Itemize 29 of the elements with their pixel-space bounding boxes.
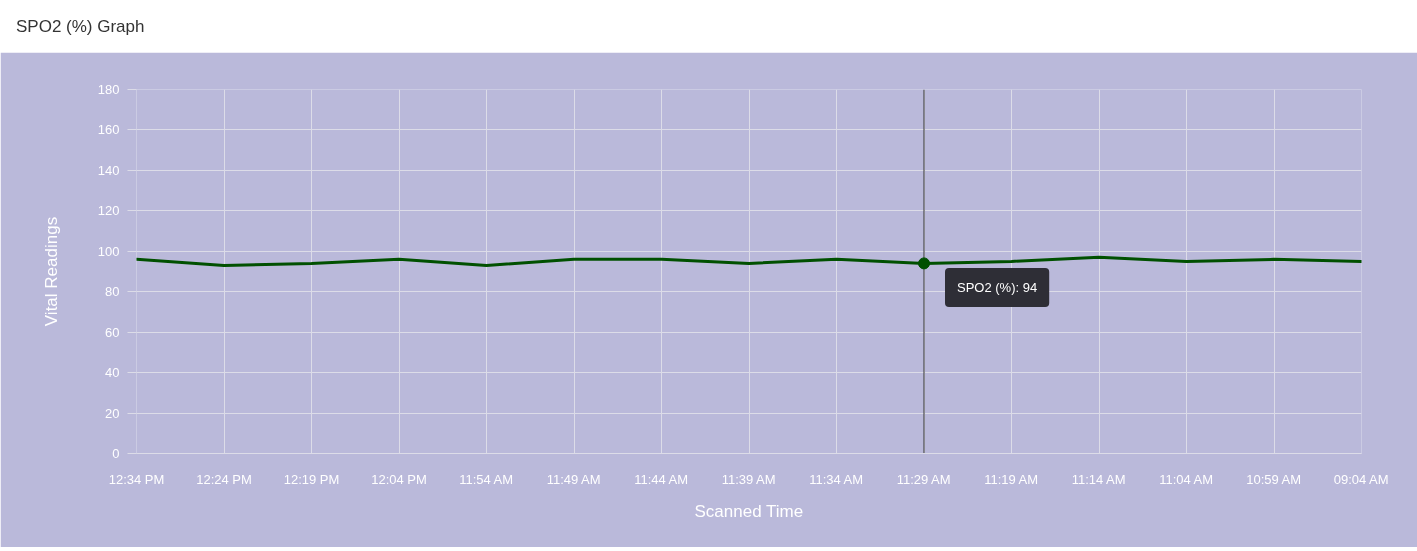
y-tick-label: 180 bbox=[97, 82, 120, 97]
x-tick-label: 11:04 AM bbox=[1159, 471, 1214, 487]
x-tick-label: 12:24 PM bbox=[196, 471, 252, 487]
x-tick-label: 11:49 AM bbox=[546, 471, 601, 487]
y-tick-label: 80 bbox=[105, 284, 120, 300]
y-tick-label: 0 bbox=[112, 446, 120, 461]
x-tick-label: 12:19 PM bbox=[283, 471, 340, 487]
y-axis-title: Vital Readings bbox=[41, 216, 61, 327]
x-axis-title: Scanned Time bbox=[694, 501, 804, 521]
x-tick-label: 10:59 AM bbox=[1246, 471, 1302, 487]
x-tick-label: 11:29 AM bbox=[896, 471, 951, 487]
x-tick-label: 09:04 AM bbox=[1333, 471, 1389, 487]
annotation: SPO2 (%): 94 bbox=[957, 279, 1038, 295]
x-tick-label: 11:19 AM bbox=[984, 471, 1039, 487]
y-tick-label: 60 bbox=[105, 324, 120, 340]
x-tick-label: 11:44 AM bbox=[634, 471, 689, 487]
x-tick-label: 11:34 AM bbox=[809, 471, 864, 487]
x-tick-label: 11:54 AM bbox=[459, 471, 514, 487]
y-tick-label: 40 bbox=[105, 365, 120, 381]
y-tick-label: 120 bbox=[97, 203, 120, 219]
x-tick-label: 12:34 PM bbox=[108, 471, 165, 487]
y-tick-label: 160 bbox=[97, 122, 120, 138]
x-tick-label: 11:39 AM bbox=[721, 471, 776, 487]
chart-title: SPO2 (%) Graph bbox=[16, 16, 145, 38]
x-tick-label: 12:04 PM bbox=[371, 471, 427, 487]
y-tick-label: 140 bbox=[97, 162, 120, 178]
y-tick-label: 20 bbox=[105, 405, 120, 421]
x-tick-label: 11:14 AM bbox=[1071, 471, 1126, 487]
y-tick-label: 100 bbox=[97, 243, 120, 259]
